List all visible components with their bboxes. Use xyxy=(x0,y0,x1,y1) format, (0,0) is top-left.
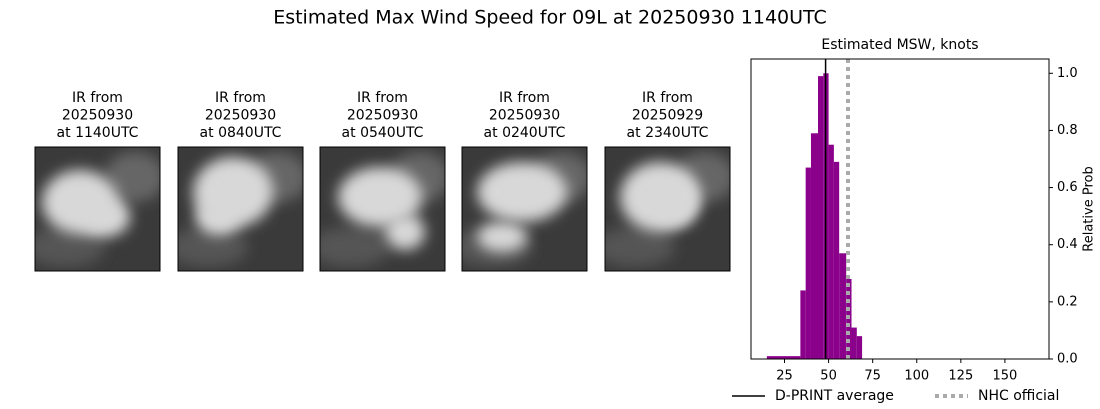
image-frame xyxy=(461,146,588,272)
image-caption: IR from xyxy=(499,90,550,106)
bar xyxy=(810,133,819,359)
cloud xyxy=(178,227,248,267)
image-caption: 20250930 xyxy=(489,108,560,124)
y-tick-label: 1.0 xyxy=(1057,66,1078,81)
cloud xyxy=(80,197,130,237)
y-tick-label: 0.4 xyxy=(1057,237,1078,252)
bar xyxy=(828,144,834,359)
image-caption: at 0840UTC xyxy=(200,125,282,141)
legend-label: NHC official xyxy=(978,388,1059,404)
cloud xyxy=(385,214,425,250)
image-caption: at 1140UTC xyxy=(57,125,139,141)
bar xyxy=(856,336,863,359)
cloud xyxy=(477,162,567,222)
y-axis-label: Relative Prob xyxy=(1082,166,1097,251)
satellite-image xyxy=(462,147,587,271)
image-frame xyxy=(34,146,161,272)
bar xyxy=(766,356,801,359)
image-caption: 20250930 xyxy=(205,108,276,124)
y-tick-label: 0.2 xyxy=(1057,294,1078,309)
y-tick-label: 0.0 xyxy=(1057,352,1078,367)
image-caption: IR from xyxy=(357,90,408,106)
cloud xyxy=(196,199,240,235)
image-frame xyxy=(319,146,446,272)
chart-title: Estimated MSW, knots xyxy=(821,37,978,53)
image-caption: 20250930 xyxy=(62,108,133,124)
x-tick-label: 125 xyxy=(948,369,973,384)
cloud xyxy=(653,180,697,224)
x-tick-label: 50 xyxy=(820,369,837,384)
legend-label: D-PRINT average xyxy=(775,388,894,404)
image-caption: IR from xyxy=(642,90,693,106)
image-caption: at 0240UTC xyxy=(484,125,566,141)
bar xyxy=(839,253,847,359)
image-frame xyxy=(604,146,731,272)
image-frame xyxy=(177,146,304,272)
satellite-image xyxy=(605,147,730,271)
satellite-image xyxy=(35,147,160,271)
satellite-image xyxy=(178,147,303,271)
image-caption: IR from xyxy=(72,90,123,106)
cloud xyxy=(477,222,527,252)
y-tick-label: 0.6 xyxy=(1057,180,1078,195)
cloud xyxy=(605,227,675,267)
cloud xyxy=(105,152,160,202)
cloud xyxy=(338,167,422,227)
bar xyxy=(851,327,857,359)
y-tick-label: 0.8 xyxy=(1057,123,1078,138)
plot-frame xyxy=(750,58,1050,360)
image-caption: at 0540UTC xyxy=(342,125,424,141)
x-tick-label: 25 xyxy=(776,369,793,384)
x-tick-label: 150 xyxy=(993,369,1018,384)
image-caption: 20250930 xyxy=(347,108,418,124)
bar xyxy=(818,76,824,360)
figure-title: Estimated Max Wind Speed for 09L at 2025… xyxy=(273,7,827,29)
x-tick-label: 75 xyxy=(864,369,881,384)
bar xyxy=(833,161,840,359)
x-tick-label: 100 xyxy=(904,369,929,384)
image-caption: IR from xyxy=(215,90,266,106)
satellite-image xyxy=(320,147,445,271)
cloud xyxy=(320,227,390,267)
bar xyxy=(805,167,811,359)
cloud xyxy=(35,227,105,267)
image-caption: at 2340UTC xyxy=(627,125,709,141)
image-caption: 20250929 xyxy=(632,108,703,124)
bar xyxy=(800,290,806,359)
